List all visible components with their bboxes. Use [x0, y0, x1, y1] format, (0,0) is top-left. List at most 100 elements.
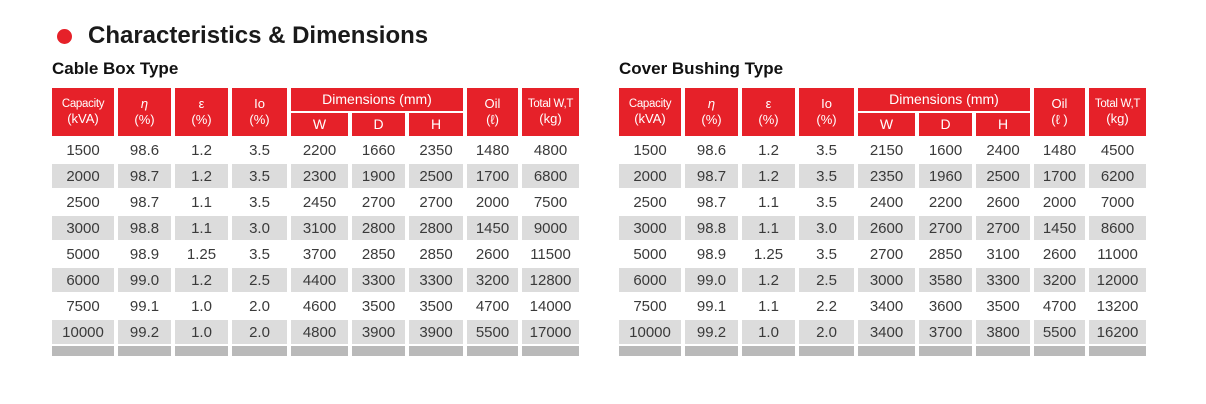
table-row: 3000 98.8 1.1 3.0 2600 2700 2700 1450 8600 [619, 216, 1146, 240]
cell: 11000 [1089, 242, 1146, 266]
cell: 2000 [467, 190, 518, 214]
cell: 2500 [619, 190, 681, 214]
cell: 5000 [52, 242, 114, 266]
col-header-epsilon: ε (%) [742, 88, 795, 136]
cell: 99.0 [685, 268, 738, 292]
cell: 2850 [409, 242, 463, 266]
cell: 7000 [1089, 190, 1146, 214]
table-row: 7500 99.1 1.1 2.2 3400 3600 3500 4700 13200 [619, 294, 1146, 318]
cell: 3.0 [799, 216, 854, 240]
cell: 4600 [291, 294, 348, 318]
cell: 8600 [1089, 216, 1146, 240]
cell: 1.2 [742, 138, 795, 162]
cell: 7500 [619, 294, 681, 318]
cell: 2600 [1034, 242, 1085, 266]
cell: 2.2 [799, 294, 854, 318]
cell: 3.5 [232, 190, 287, 214]
cell: 3580 [919, 268, 972, 292]
cell: 1.1 [742, 294, 795, 318]
cell: 99.1 [118, 294, 171, 318]
cell: 2.0 [232, 294, 287, 318]
cell: 3700 [291, 242, 348, 266]
cell: 2200 [291, 138, 348, 162]
table-row: 5000 98.9 1.25 3.5 3700 2850 2850 2600 11500 [52, 242, 579, 266]
table-row: 10000 99.2 1.0 2.0 3400 3700 3800 5500 16200 [619, 320, 1146, 344]
cell: 99.1 [685, 294, 738, 318]
cell: 4800 [291, 320, 348, 344]
cell: 1.2 [175, 268, 228, 292]
col-header-io: Io (%) [232, 88, 287, 136]
cell: 3900 [352, 320, 405, 344]
cell: 5500 [467, 320, 518, 344]
cell: 6200 [1089, 164, 1146, 188]
cell: 1480 [1034, 138, 1085, 162]
cell: 3300 [352, 268, 405, 292]
cell: 99.2 [118, 320, 171, 344]
cell: 5500 [1034, 320, 1085, 344]
cell: 3.5 [799, 242, 854, 266]
table-row: 2500 98.7 1.1 3.5 2400 2200 2600 2000 7000 [619, 190, 1146, 214]
cell: 3.5 [799, 138, 854, 162]
cell: 7500 [522, 190, 579, 214]
cell: 2300 [291, 164, 348, 188]
table-row: 10000 99.2 1.0 2.0 4800 3900 3900 5500 17000 [52, 320, 579, 344]
cell: 1700 [467, 164, 518, 188]
cell: 1.2 [742, 164, 795, 188]
cell: 2800 [352, 216, 405, 240]
cell: 2600 [976, 190, 1030, 214]
cell: 16200 [1089, 320, 1146, 344]
cell: 1660 [352, 138, 405, 162]
cell: 1900 [352, 164, 405, 188]
cell: 1500 [52, 138, 114, 162]
cell: 3.5 [232, 164, 287, 188]
cell: 2.0 [232, 320, 287, 344]
cell: 3.5 [232, 242, 287, 266]
col-header-oil: Oil (ℓ ) [1034, 88, 1085, 136]
cell: 1960 [919, 164, 972, 188]
cell: 2700 [858, 242, 915, 266]
col-header-efficiency: η (%) [118, 88, 171, 136]
table-row: 5000 98.9 1.25 3.5 2700 2850 3100 2600 11000 [619, 242, 1146, 266]
col-header-height: H [976, 113, 1030, 136]
cell: 3800 [976, 320, 1030, 344]
table-row: 1500 98.6 1.2 3.5 2200 1660 2350 1480 4800 [52, 138, 579, 162]
cell: 98.7 [685, 164, 738, 188]
col-header-total-weight: Total W,T (kg) [522, 88, 579, 136]
cell: 2500 [976, 164, 1030, 188]
cover-bushing-type-table: Capacity (kVA) η (%) ε (%) Io (%) Dimens… [615, 86, 1150, 358]
cell: 4700 [1034, 294, 1085, 318]
cell: 13200 [1089, 294, 1146, 318]
col-header-io: Io (%) [799, 88, 854, 136]
cell: 2000 [619, 164, 681, 188]
cell: 12800 [522, 268, 579, 292]
cell: 11500 [522, 242, 579, 266]
cell: 2000 [1034, 190, 1085, 214]
cell: 3600 [919, 294, 972, 318]
cell: 2850 [919, 242, 972, 266]
cell: 98.7 [118, 190, 171, 214]
cell: 3500 [976, 294, 1030, 318]
table-row: 3000 98.8 1.1 3.0 3100 2800 2800 1450 9000 [52, 216, 579, 240]
cell: 98.7 [685, 190, 738, 214]
cell: 1.1 [175, 190, 228, 214]
col-header-dimensions: Dimensions (mm) [858, 88, 1030, 111]
cell: 3000 [619, 216, 681, 240]
cell: 3400 [858, 320, 915, 344]
cell: 2700 [409, 190, 463, 214]
cell: 3100 [291, 216, 348, 240]
table-row: 6000 99.0 1.2 2.5 3000 3580 3300 3200 12000 [619, 268, 1146, 292]
cell: 2500 [409, 164, 463, 188]
cell: 1600 [919, 138, 972, 162]
cell: 10000 [619, 320, 681, 344]
cell: 5000 [619, 242, 681, 266]
cell: 4500 [1089, 138, 1146, 162]
table-row: 2000 98.7 1.2 3.5 2300 1900 2500 1700 6800 [52, 164, 579, 188]
table-row: 6000 99.0 1.2 2.5 4400 3300 3300 3200 12800 [52, 268, 579, 292]
table-bottom-strip [52, 346, 579, 356]
col-header-width: W [291, 113, 348, 136]
cell: 2400 [976, 138, 1030, 162]
cell: 2500 [52, 190, 114, 214]
cell: 98.9 [685, 242, 738, 266]
cell: 99.0 [118, 268, 171, 292]
cell: 10000 [52, 320, 114, 344]
